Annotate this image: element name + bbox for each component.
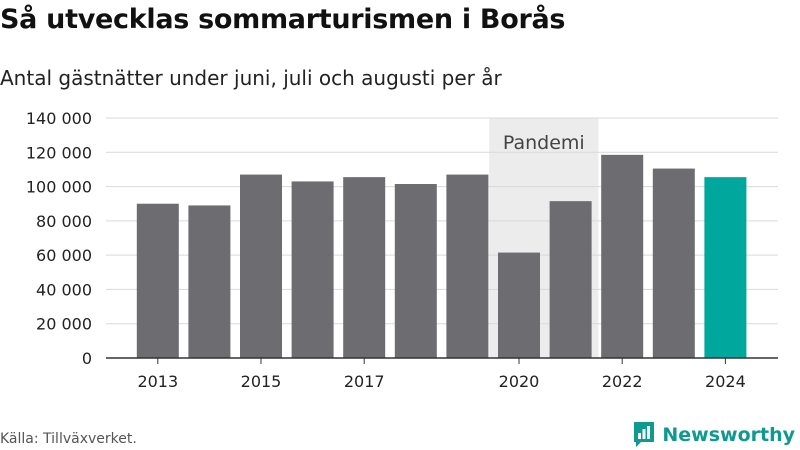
bar-2020 <box>498 252 540 358</box>
bar-2024 <box>704 177 747 358</box>
chart-title: Så utvecklas sommarturismen i Borås <box>0 4 566 35</box>
source-note: Källa: Tillväxverket. <box>0 431 137 447</box>
chart-subtitle: Antal gästnätter under juni, juli och au… <box>0 66 502 90</box>
x-tick-label: 2024 <box>705 372 746 391</box>
y-tick-label: 100 000 <box>26 178 92 197</box>
bar-2017 <box>343 177 386 358</box>
bar-2015 <box>240 174 282 358</box>
x-tick-label: 2015 <box>241 372 282 391</box>
bars <box>136 154 747 358</box>
bar-2018 <box>394 184 437 358</box>
x-tick-label: 2017 <box>344 372 385 391</box>
bar-2016 <box>291 181 334 358</box>
brand-logo: Newsworthy <box>632 420 795 450</box>
pandemic-label: Pandemi <box>503 132 585 154</box>
y-tick-label: 60 000 <box>36 246 92 265</box>
y-tick-label: 40 000 <box>36 280 92 299</box>
bar-2013 <box>136 203 179 358</box>
y-tick-label: 20 000 <box>36 315 92 334</box>
bar-2022 <box>601 154 644 358</box>
x-tick-label: 2013 <box>137 372 178 391</box>
bar-2023 <box>652 168 695 358</box>
bar-2014 <box>188 205 231 358</box>
y-tick-label: 0 <box>82 349 92 368</box>
bar-2021 <box>549 201 592 358</box>
brand-name: Newsworthy <box>662 424 795 446</box>
x-tick-label: 2020 <box>499 372 540 391</box>
bar-chart: Pandemi 0 20 000 40 000 60 000 80 000 100 000… <box>26 109 778 391</box>
axes: 2013 2015 2017 2020 2022 2024 <box>106 357 778 391</box>
y-tick-label: 120 000 <box>26 143 92 162</box>
y-tick-label: 140 000 <box>26 109 92 128</box>
x-tick-label: 2022 <box>602 372 643 391</box>
bar-2019 <box>446 174 489 358</box>
y-tick-label: 80 000 <box>36 212 92 231</box>
newsworthy-icon <box>634 422 655 447</box>
